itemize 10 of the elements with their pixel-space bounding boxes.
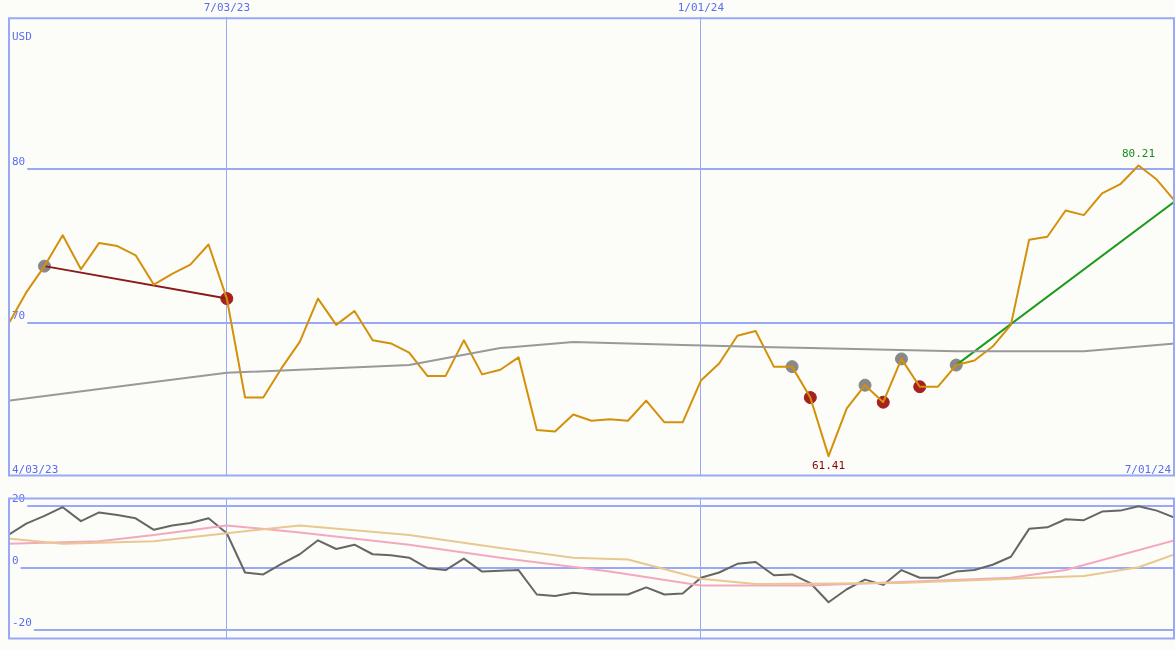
x-tick-label: 7/03/23	[203, 1, 250, 15]
annotation: 80.21	[1121, 146, 1156, 160]
y-tick-label: 0	[12, 554, 19, 568]
y-axis-title: USD	[12, 29, 32, 43]
annotation: 7/01/24	[1124, 462, 1172, 476]
x-tick-label: 1/01/24	[677, 1, 725, 15]
y-tick-label: -20	[12, 615, 32, 629]
annotation: 61.41	[811, 458, 846, 472]
y-tick-label: 80	[12, 154, 26, 168]
annotation: 4/03/23	[12, 462, 59, 476]
